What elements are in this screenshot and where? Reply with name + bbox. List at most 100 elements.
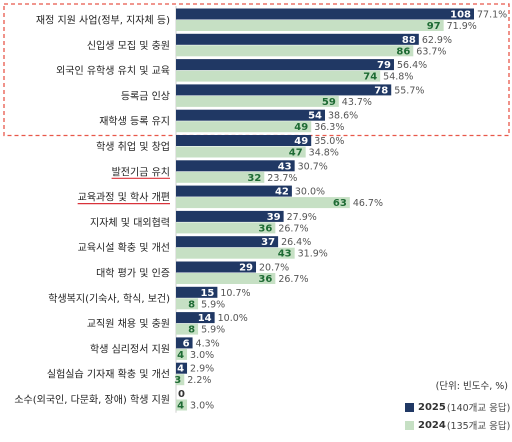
percent-label-2025: 30.7% xyxy=(298,161,328,172)
bar-2025 xyxy=(176,337,193,349)
percent-label-2024: 26.7% xyxy=(278,274,308,285)
bar-2024 xyxy=(176,146,306,158)
category-label: 소수(외국인, 다문화, 장애) 학생 지원 xyxy=(14,394,170,406)
category-label: 등록금 인상 xyxy=(121,90,170,102)
percent-label-2025: 30.0% xyxy=(295,187,325,198)
category-label: 발전기금 유치 xyxy=(112,166,170,178)
bar-2024 xyxy=(176,348,188,360)
legend-swatch-2025 xyxy=(405,402,414,412)
bar-2025 xyxy=(176,261,257,273)
category-label: 신입생 모집 및 충원 xyxy=(87,39,170,52)
bar-2025 xyxy=(176,135,312,146)
percent-label-2024: 71.9% xyxy=(447,21,477,32)
value-label-2024: 32 xyxy=(247,173,261,184)
bar-2024 xyxy=(176,70,381,82)
bar-2025 xyxy=(176,236,279,248)
value-label-2024: 74 xyxy=(363,72,377,83)
percent-label-2024: 46.7% xyxy=(353,198,383,209)
value-label-2024: 4 xyxy=(177,401,184,412)
percent-label-2024: 2.2% xyxy=(187,375,211,386)
bar-2024 xyxy=(176,273,276,284)
category-label: 교직원 채용 및 충원 xyxy=(87,318,170,330)
value-label-2024: 36 xyxy=(258,274,272,285)
percent-label-2024: 63.7% xyxy=(416,46,446,57)
category-label: 학생복지(기숙사, 학식, 보건) xyxy=(48,293,170,305)
category-label: 교육과정 및 학사 개편 xyxy=(78,192,170,204)
percent-label-2025: 4.3% xyxy=(196,338,220,349)
bar-2024 xyxy=(176,298,199,310)
value-label-2025: 0 xyxy=(178,389,185,400)
category-label: 학생 취업 및 창업 xyxy=(96,140,170,153)
category-label: 재학생 등록 유지 xyxy=(99,116,170,128)
legend-swatch-2024 xyxy=(405,420,414,430)
percent-label-2025: 20.7% xyxy=(259,263,289,274)
legend-item-2025: 2025 (140개교 응답) xyxy=(405,398,512,416)
value-label-2025: 108 xyxy=(450,10,471,21)
value-label-2024: 4 xyxy=(177,350,184,361)
legend-year-2025: 2025 xyxy=(418,401,446,413)
percent-label-2024: 34.8% xyxy=(309,148,339,159)
percent-label-2024: 43.7% xyxy=(342,97,372,108)
value-label-2025: 49 xyxy=(294,136,308,147)
percent-label-2025: 2.9% xyxy=(190,364,214,375)
bar-2024 xyxy=(176,20,444,31)
bar-2025 xyxy=(176,59,394,71)
bar-2024 xyxy=(176,323,199,335)
percent-label-2024: 5.9% xyxy=(201,299,225,310)
bar-2024 xyxy=(176,247,295,259)
bar-2025 xyxy=(176,185,292,197)
value-label-2024: 97 xyxy=(427,21,441,32)
value-label-2025: 14 xyxy=(198,313,212,324)
value-label-2025: 54 xyxy=(308,111,322,122)
percent-label-2025: 55.7% xyxy=(394,85,424,96)
value-label-2024: 8 xyxy=(188,325,195,336)
percent-label-2025: 77.1% xyxy=(477,10,507,21)
value-label-2024: 36 xyxy=(258,223,272,234)
bar-2024 xyxy=(176,121,312,133)
category-label: 재정 지원 사업(정부, 지자체 등) xyxy=(36,14,170,27)
percent-label-2025: 38.6% xyxy=(328,111,358,122)
bar-2025 xyxy=(176,210,284,222)
value-label-2024: 47 xyxy=(289,148,303,159)
percent-label-2024: 23.7% xyxy=(267,173,297,184)
percent-label-2025: 10.0% xyxy=(218,313,248,324)
value-label-2025: 37 xyxy=(261,237,275,248)
category-label: 학생 심리정서 지원 xyxy=(90,343,170,355)
value-label-2025: 88 xyxy=(402,35,416,46)
percent-label-2024: 3.0% xyxy=(190,401,214,412)
bar-2025 xyxy=(176,8,474,20)
value-label-2025: 39 xyxy=(267,212,281,223)
value-label-2024: 86 xyxy=(396,46,410,57)
category-label: 실험실습 기자재 확충 및 개선 xyxy=(47,369,170,381)
bar-2024 xyxy=(176,399,188,411)
legend: (단위: 빈도수, %) 2025 (140개교 응답) 2024 (135개교… xyxy=(405,378,512,434)
bar-2025 xyxy=(176,362,188,374)
percent-label-2025: 62.9% xyxy=(422,35,452,46)
bar-2025 xyxy=(176,160,295,172)
value-label-2025: 43 xyxy=(278,161,292,172)
bar-2025 xyxy=(176,286,218,298)
percent-label-2024: 3.0% xyxy=(190,350,214,361)
bar-2024 xyxy=(176,374,185,386)
percent-label-2024: 54.8% xyxy=(383,72,413,83)
value-label-2025: 78 xyxy=(374,85,388,96)
bar-2025 xyxy=(176,84,392,96)
value-label-2025: 79 xyxy=(377,60,391,71)
value-label-2024: 49 xyxy=(294,122,308,133)
bar-2025 xyxy=(176,312,215,324)
value-label-2025: 15 xyxy=(200,288,214,299)
value-label-2025: 29 xyxy=(239,263,253,274)
bar-2025 xyxy=(176,109,325,121)
percent-label-2025: 27.9% xyxy=(287,212,317,223)
percent-label-2024: 36.3% xyxy=(314,122,344,133)
value-label-2024: 63 xyxy=(333,198,347,209)
percent-label-2025: 26.4% xyxy=(281,237,311,248)
percent-label-2024: 5.9% xyxy=(201,325,225,336)
legend-note-2025: (140개교 응답) xyxy=(446,403,511,414)
legend-item-2024: 2024 (135개교 응답) xyxy=(405,416,512,434)
value-label-2025: 42 xyxy=(275,187,289,198)
legend-note-2024: (135개교 응답) xyxy=(446,421,511,432)
labels-layer: 재정 지원 사업(정부, 지자체 등) 108 77.1% 97 71.9% 신입생 모집… xyxy=(14,10,507,412)
bar-2025 xyxy=(176,33,419,45)
